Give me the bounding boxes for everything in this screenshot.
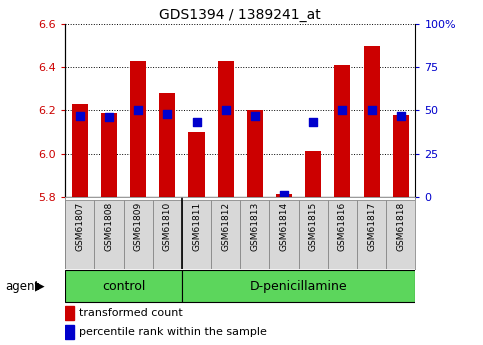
Text: GSM61812: GSM61812 — [221, 202, 230, 251]
Point — [310, 120, 317, 125]
Text: GSM61817: GSM61817 — [367, 202, 376, 251]
Title: GDS1394 / 1389241_at: GDS1394 / 1389241_at — [159, 8, 321, 22]
Bar — [182, 270, 415, 302]
Text: GSM61808: GSM61808 — [104, 202, 114, 251]
Point — [339, 108, 346, 113]
Text: GSM61807: GSM61807 — [75, 202, 85, 251]
Bar — [94, 200, 124, 269]
Text: GSM61809: GSM61809 — [134, 202, 142, 251]
Point — [76, 113, 84, 118]
Text: GSM61815: GSM61815 — [309, 202, 318, 251]
Bar — [364, 46, 380, 197]
Point — [222, 108, 229, 113]
Text: D-penicillamine: D-penicillamine — [250, 280, 347, 293]
Bar — [357, 200, 386, 269]
Bar — [328, 200, 357, 269]
Bar — [334, 65, 351, 197]
Bar — [276, 195, 292, 197]
Bar — [65, 200, 94, 269]
Text: GSM61818: GSM61818 — [396, 202, 405, 251]
Point — [397, 113, 405, 118]
Bar — [241, 200, 270, 269]
Bar — [305, 151, 321, 197]
Text: agent: agent — [5, 280, 39, 293]
Bar — [65, 325, 74, 338]
Bar — [153, 200, 182, 269]
Bar — [101, 112, 117, 197]
Text: control: control — [102, 280, 145, 293]
Bar — [386, 200, 415, 269]
Bar — [218, 61, 234, 197]
Point — [134, 108, 142, 113]
Point — [280, 192, 288, 198]
Bar — [247, 110, 263, 197]
Point — [105, 115, 113, 120]
Bar — [188, 132, 204, 197]
Bar — [130, 61, 146, 197]
Bar — [65, 306, 74, 319]
Point — [193, 120, 200, 125]
Point — [163, 111, 171, 117]
Text: ▶: ▶ — [35, 280, 44, 293]
Bar — [159, 93, 175, 197]
Bar — [298, 200, 328, 269]
Bar — [393, 115, 409, 197]
Bar — [72, 104, 88, 197]
Text: GSM61816: GSM61816 — [338, 202, 347, 251]
Bar — [124, 200, 153, 269]
Text: GSM61810: GSM61810 — [163, 202, 172, 251]
Point — [251, 113, 259, 118]
Text: GSM61814: GSM61814 — [280, 202, 288, 251]
Text: GSM61811: GSM61811 — [192, 202, 201, 251]
Text: GSM61813: GSM61813 — [250, 202, 259, 251]
Bar — [270, 200, 298, 269]
Bar — [182, 200, 211, 269]
Text: percentile rank within the sample: percentile rank within the sample — [79, 327, 267, 337]
Bar — [65, 270, 182, 302]
Text: transformed count: transformed count — [79, 308, 183, 318]
Bar — [211, 200, 241, 269]
Point — [368, 108, 375, 113]
